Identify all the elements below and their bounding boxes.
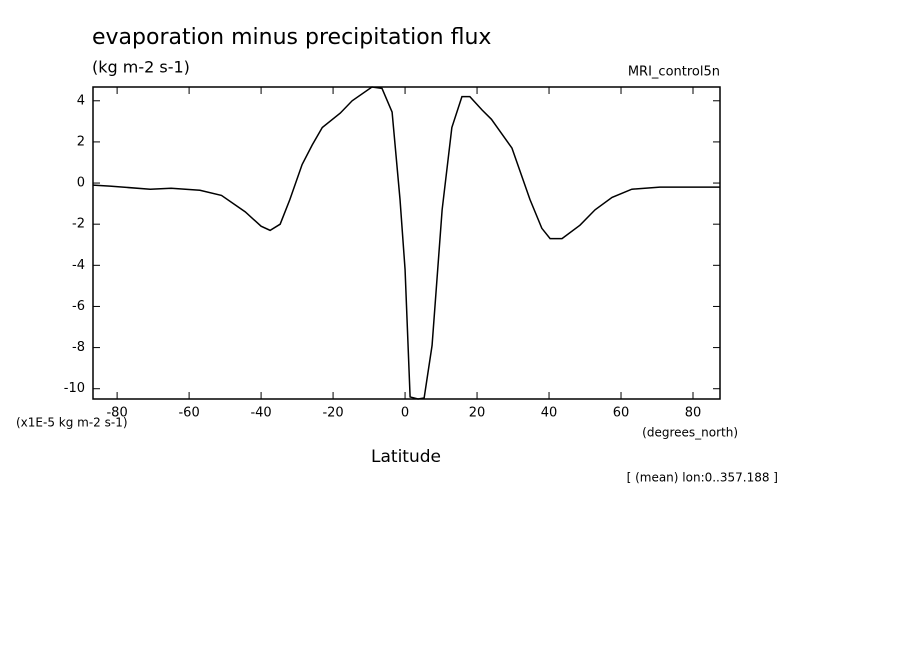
x-units: (degrees_north) xyxy=(642,426,738,440)
y-tick-label: 0 xyxy=(77,176,85,191)
x-tick-label: 0 xyxy=(401,406,409,421)
annotation: [ (mean) lon:0..357.188 ] xyxy=(627,471,778,485)
x-tick-label: -20 xyxy=(322,406,343,421)
x-tick-label: -40 xyxy=(250,406,271,421)
y-tick-label: -10 xyxy=(64,381,85,396)
y-tick-label: -2 xyxy=(72,217,85,232)
chart-subtitle: (kg m-2 s-1) xyxy=(92,58,190,77)
y-tick-label: 2 xyxy=(77,134,85,149)
y-tick-label: 4 xyxy=(77,93,85,108)
x-axis-label: Latitude xyxy=(371,447,441,467)
x-tick-label: -80 xyxy=(106,406,127,421)
chart-title: evaporation minus precipitation flux xyxy=(92,25,491,50)
data-line xyxy=(92,86,720,400)
y-tick-label: -6 xyxy=(72,299,85,314)
x-tick-label: 40 xyxy=(541,406,558,421)
x-tick-label: 60 xyxy=(613,406,630,421)
y-units: (x1E-5 kg m-2 s-1) xyxy=(16,416,128,430)
y-tick-label: -8 xyxy=(72,340,85,355)
y-tick-label: -4 xyxy=(72,258,85,273)
plot-frame xyxy=(92,86,721,400)
x-tick-label: 80 xyxy=(685,406,702,421)
x-tick-label: 20 xyxy=(469,406,486,421)
x-tick-label: -60 xyxy=(178,406,199,421)
dataset-label: MRI_control5n xyxy=(628,65,720,80)
